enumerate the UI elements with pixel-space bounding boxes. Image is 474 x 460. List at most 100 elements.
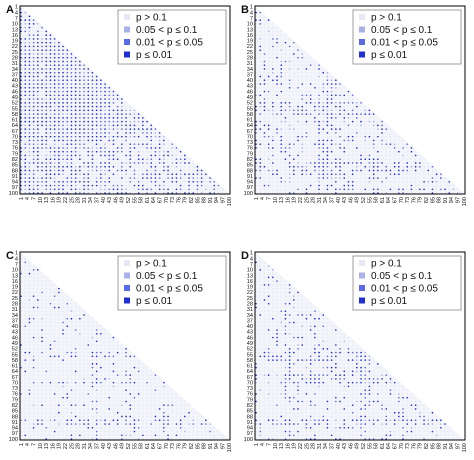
matrix-cell	[267, 396, 270, 399]
matrix-cell	[112, 359, 115, 361]
matrix-cell	[419, 158, 421, 161]
x-tick-label: 49	[120, 443, 126, 449]
matrix-cell	[142, 426, 144, 429]
matrix-cell	[301, 336, 304, 339]
matrix-cell	[70, 68, 73, 70]
matrix-cell	[104, 128, 106, 130]
matrix-cell	[280, 340, 283, 343]
matrix-cell	[200, 426, 203, 429]
matrix-cell	[276, 158, 278, 161]
matrix-cell	[456, 188, 459, 191]
matrix-cell	[280, 90, 283, 93]
matrix-cell	[108, 385, 111, 388]
matrix-cell	[66, 150, 69, 153]
matrix-cell	[158, 378, 161, 380]
matrix-cell	[142, 117, 144, 119]
matrix-cell	[356, 139, 358, 142]
matrix-cell	[49, 370, 52, 373]
matrix-cell	[70, 188, 73, 191]
matrix-cell	[32, 154, 35, 157]
matrix-cell	[200, 415, 203, 418]
matrix-cell	[66, 423, 69, 425]
matrix-cell	[154, 128, 157, 130]
matrix-cell	[272, 366, 274, 369]
matrix-cell	[263, 291, 266, 294]
matrix-cell	[53, 329, 56, 331]
matrix-cell	[305, 128, 308, 130]
matrix-cell	[255, 150, 257, 153]
matrix-cell	[272, 75, 274, 78]
matrix-cell	[49, 150, 52, 153]
matrix-cell	[368, 192, 371, 194]
matrix-cell	[188, 177, 190, 179]
matrix-cell	[184, 415, 186, 418]
matrix-cell	[66, 415, 69, 418]
matrix-cell	[137, 393, 140, 395]
matrix-cell	[322, 317, 325, 320]
matrix-cell	[28, 162, 31, 164]
matrix-cell	[335, 400, 337, 403]
matrix-cell	[272, 113, 274, 115]
matrix-cell	[263, 53, 266, 55]
matrix-cell	[171, 408, 174, 410]
matrix-cell	[53, 344, 56, 346]
matrix-cell	[74, 419, 77, 422]
matrix-cell	[309, 94, 312, 97]
matrix-cell	[389, 132, 392, 134]
matrix-cell	[121, 124, 123, 127]
matrix-cell	[322, 359, 325, 361]
matrix-cell	[70, 374, 73, 376]
matrix-cell	[79, 385, 81, 388]
matrix-cell	[79, 143, 81, 146]
matrix-cell	[263, 325, 266, 328]
matrix-cell	[163, 415, 165, 418]
matrix-cell	[167, 150, 169, 153]
matrix-cell	[70, 355, 73, 358]
matrix-cell	[255, 385, 257, 388]
matrix-cell	[263, 128, 266, 130]
matrix-cell	[276, 188, 278, 191]
matrix-cell	[272, 71, 274, 74]
matrix-cell	[309, 101, 312, 104]
matrix-cell	[24, 284, 27, 286]
y-tick-label: 82	[247, 157, 253, 163]
legend-label: p ≤ 0.01	[136, 296, 173, 307]
matrix-cell	[53, 325, 56, 328]
matrix-cell	[112, 378, 115, 380]
matrix-cell	[100, 147, 102, 149]
matrix-cell	[37, 299, 39, 301]
matrix-cell	[280, 393, 283, 395]
matrix-cell	[100, 90, 102, 93]
matrix-cell	[53, 154, 56, 157]
matrix-cell	[335, 404, 337, 407]
matrix-cell	[45, 347, 48, 350]
matrix-cell	[116, 177, 119, 179]
matrix-cell	[263, 154, 266, 157]
matrix-cell	[196, 426, 199, 429]
matrix-cell	[360, 359, 362, 361]
matrix-cell	[385, 385, 388, 388]
matrix-cell	[267, 411, 270, 414]
matrix-cell	[83, 165, 85, 168]
y-tick-label: 46	[12, 335, 18, 341]
matrix-cell	[41, 284, 43, 286]
matrix-cell	[66, 370, 69, 373]
matrix-cell	[314, 101, 316, 104]
x-tick-label: 1	[19, 197, 25, 200]
matrix-cell	[104, 389, 106, 392]
matrix-cell	[70, 359, 73, 361]
matrix-cell	[32, 374, 35, 376]
matrix-cell	[32, 385, 35, 388]
matrix-cell	[381, 120, 383, 123]
matrix-cell	[20, 396, 22, 399]
matrix-cell	[293, 154, 295, 157]
matrix-cell	[427, 173, 430, 176]
matrix-cell	[108, 184, 111, 187]
matrix-cell	[91, 340, 94, 343]
matrix-cell	[20, 53, 22, 55]
matrix-cell	[326, 154, 329, 157]
matrix-cell	[297, 359, 299, 361]
matrix-cell	[267, 299, 270, 301]
matrix-cell	[45, 434, 48, 437]
matrix-cell	[91, 396, 94, 399]
